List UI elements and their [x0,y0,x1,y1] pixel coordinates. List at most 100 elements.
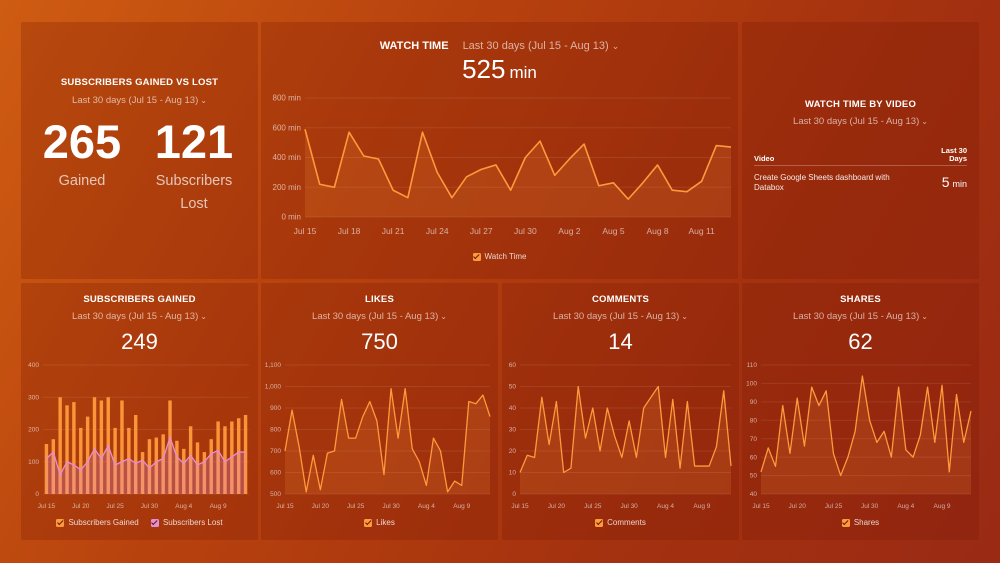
series-area [761,376,971,494]
legend-item-gained[interactable]: Subscribers Gained [56,518,139,527]
card-title: WATCH TIME [379,40,449,52]
series-line [284,388,491,493]
table-row-value: 5 min [941,174,967,190]
column-header-last30-line2: Days [949,154,967,163]
bar-subscribers-gained [202,452,207,494]
y-tick-label: 500 [270,491,281,498]
column-header-last30-line1: Last 30 [941,146,967,155]
x-tick-label: Jul 15 [511,503,529,510]
y-tick-label: 200 min [273,183,301,192]
bar-subscribers-gained [216,421,220,494]
y-tick-label: 1,100 [265,362,282,369]
x-tick-label: Aug 4 [657,503,674,510]
series-line [760,375,972,477]
bar-subscribers-gained [209,439,213,494]
bar-subscribers-gained [168,400,172,494]
y-tick-label: 20 [509,448,517,455]
x-tick-label: Aug 9 [934,503,951,510]
y-tick-label: 0 [35,491,39,498]
y-tick-label: 40 [509,405,517,412]
x-tick-label: Aug 4 [418,503,435,510]
checkbox-icon [150,518,159,527]
bar-subscribers-gained [51,439,56,494]
chart-legend[interactable]: Watch Time [261,252,738,263]
gained-label: Gained [58,173,106,189]
bar-subscribers-gained [113,427,117,494]
x-tick-label: Jul 20 [789,503,807,510]
bar-subscribers-gained [58,397,62,494]
date-range-dropdown[interactable]: Last 30 days (Jul 15 - Aug 13) ⌄ [72,311,207,322]
subs-gained-vs-lost-card: SUBSCRIBERS GAINED VS LOST Last 30 days … [21,22,258,279]
chart-legend[interactable]: Comments [502,518,739,529]
y-tick-label: 800 [270,427,281,434]
checkbox-icon [364,518,373,527]
x-tick-label: Aug 11 [688,226,715,236]
date-range-dropdown[interactable]: Last 30 days (Jul 15 - Aug 13) ⌄ [312,311,447,322]
watch-time-header: WATCH TIME Last 30 days (Jul 15 - Aug 13)… [261,36,738,54]
bar-subscribers-gained [147,439,152,494]
subscribers-gained-value: 249 [121,329,158,354]
x-tick-label: Jul 15 [38,503,56,510]
y-tick-label: 50 [509,384,517,391]
x-tick-label: Aug 5 [602,226,624,236]
y-tick-label: 100 [28,459,39,466]
x-tick-label: Jul 27 [470,226,493,236]
legend-item-likes[interactable]: Likes [364,518,395,527]
y-tick-label: 100 [746,381,757,388]
card-title: SUBSCRIBERS GAINED [83,294,196,305]
y-tick-label: 10 [509,470,517,477]
bar-subscribers-gained [133,414,138,494]
y-tick-label: 200 [28,427,39,434]
bar-subscribers-gained [120,400,124,494]
checkbox-icon [472,252,481,261]
checkbox-icon [841,518,850,527]
chart-legend[interactable]: Subscribers Gained Subscribers Lost [21,518,258,529]
bar-subscribers-gained [175,440,179,494]
x-tick-label: Aug 4 [175,503,192,510]
y-tick-label: 1,000 [265,384,282,391]
line-subscribers-lost [45,435,246,477]
date-range-dropdown[interactable]: Last 30 days (Jul 15 - Aug 13) ⌄ [793,116,928,127]
chart-legend[interactable]: Likes [261,518,498,529]
date-range-dropdown[interactable]: Last 30 days (Jul 15 - Aug 13) ⌄ [72,95,207,106]
watch-time-card: WATCH TIME Last 30 days (Jul 15 - Aug 13)… [261,22,738,279]
x-tick-label: Aug 9 [693,503,710,510]
bar-subscribers-gained [92,397,97,494]
x-tick-label: Jul 30 [141,503,159,510]
y-tick-label: 80 [750,417,758,424]
area-subscribers-lost [46,437,246,494]
y-tick-label: 600 min [273,123,301,132]
chevron-down-icon: ⌄ [921,117,928,126]
y-tick-label: 0 [512,491,516,498]
legend-item-comments[interactable]: Comments [595,518,646,527]
likes-value: 750 [361,329,398,354]
lost-value: 121 [154,115,234,168]
bar-subscribers-gained [230,421,234,494]
bar-subscribers-gained [140,452,145,494]
legend-item-watch-time[interactable]: Watch Time [472,252,526,261]
legend-item-shares[interactable]: Shares [841,518,879,527]
bar-subscribers-gained [85,416,90,494]
card-title: COMMENTS [591,294,649,305]
checkbox-icon [595,518,604,527]
x-tick-label: Jul 30 [861,503,879,510]
bar-subscribers-gained [161,434,165,494]
legend-item-lost[interactable]: Subscribers Lost [150,518,223,527]
bar-subscribers-gained [236,418,241,494]
x-tick-label: Jul 15 [294,226,317,236]
y-tick-label: 40 [750,491,758,498]
bar-subscribers-gained [195,442,200,494]
card-title: WATCH TIME BY VIDEO [804,99,917,110]
table-row-video-line1: Create Google Sheets dashboard with [754,173,890,182]
bar-subscribers-gained [99,400,104,494]
y-tick-label: 110 [747,362,758,369]
chart-legend[interactable]: Shares [742,518,979,529]
x-tick-label: Jul 20 [72,503,90,510]
chevron-down-icon: ⌄ [611,41,620,51]
y-tick-label: 30 [509,427,517,434]
chevron-down-icon: ⌄ [440,312,447,321]
date-range-dropdown[interactable]: Last 30 days (Jul 15 - Aug 13) ⌄ [793,311,928,322]
y-tick-label: 60 [509,362,517,369]
date-range-dropdown[interactable]: Last 30 days (Jul 15 - Aug 13) ⌄ [462,40,620,52]
date-range-dropdown[interactable]: Last 30 days (Jul 15 - Aug 13) ⌄ [553,311,688,322]
